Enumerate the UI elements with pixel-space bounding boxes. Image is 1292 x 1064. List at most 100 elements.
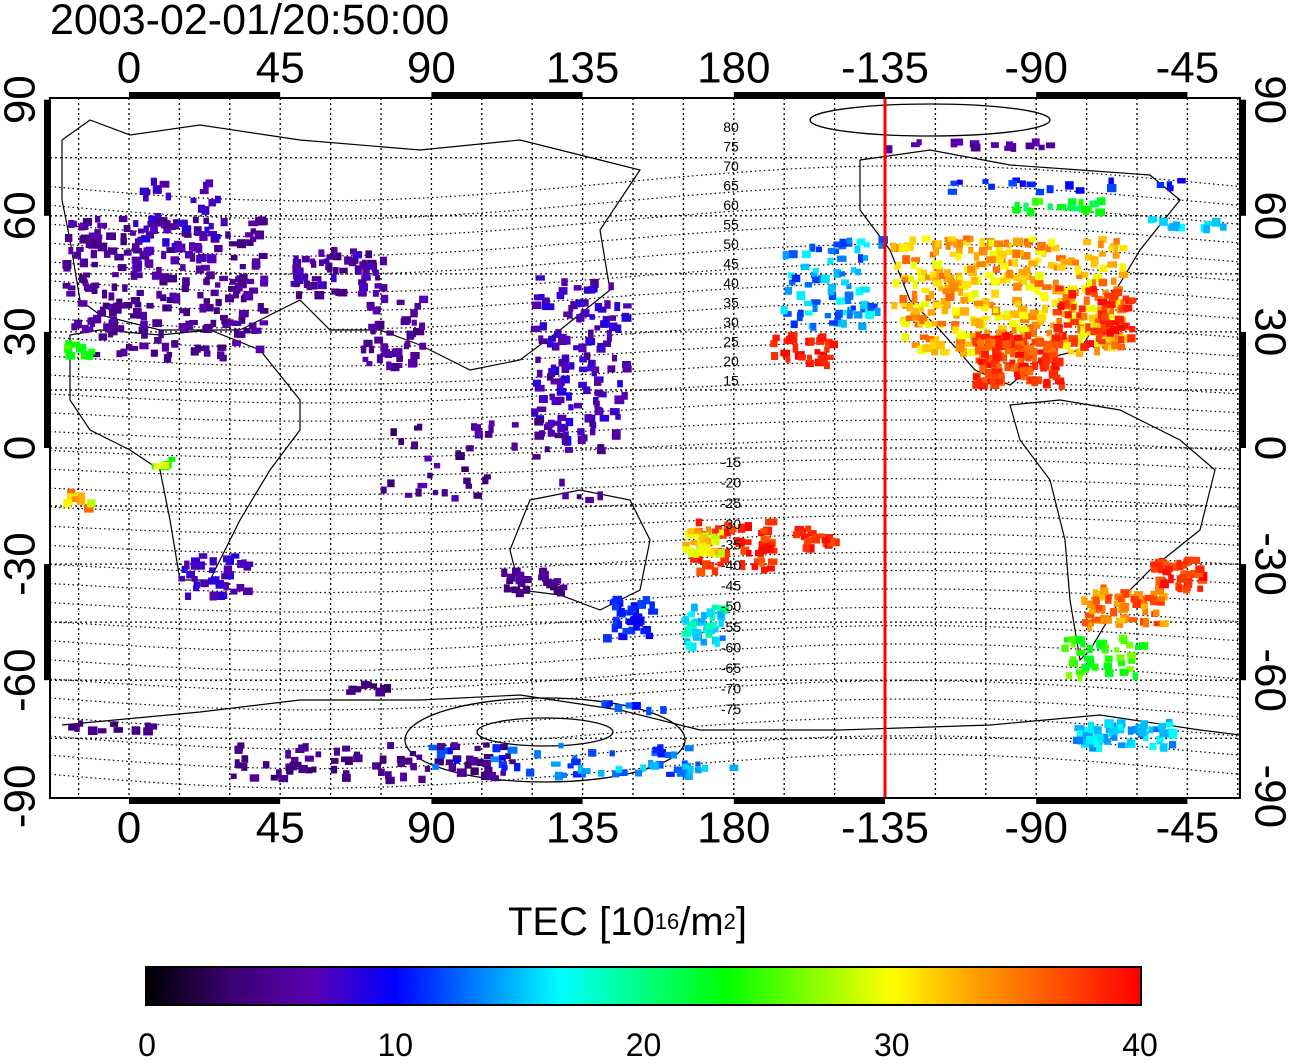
tec-cell bbox=[1166, 722, 1173, 727]
tec-cell bbox=[437, 750, 445, 759]
tec-cell bbox=[133, 220, 138, 227]
longitude-tick-top: 45 bbox=[256, 44, 305, 93]
tec-cell bbox=[65, 234, 73, 242]
tec-cell bbox=[98, 728, 107, 733]
tec-cell bbox=[891, 302, 897, 309]
tec-cell bbox=[1013, 283, 1022, 291]
magnetic-latitude-label: -15 bbox=[721, 454, 741, 470]
tec-cell bbox=[1015, 345, 1022, 351]
tec-cell bbox=[158, 330, 163, 338]
tec-cell bbox=[1019, 312, 1028, 319]
tec-cell bbox=[706, 562, 714, 570]
tec-cell bbox=[701, 639, 708, 646]
tec-cell bbox=[922, 236, 931, 242]
tec-cell bbox=[985, 272, 994, 279]
longitude-tick-bottom: 0 bbox=[117, 804, 141, 853]
tec-cell bbox=[1013, 208, 1021, 214]
tec-cell bbox=[1111, 342, 1119, 350]
tec-cell bbox=[603, 340, 611, 347]
magnetic-latitude-label: -40 bbox=[721, 557, 741, 573]
tec-cell bbox=[237, 560, 245, 568]
tec-cell bbox=[237, 239, 246, 248]
tec-cell bbox=[911, 262, 917, 269]
tec-cell bbox=[381, 295, 388, 303]
tec-cell bbox=[95, 216, 100, 223]
tec-cell bbox=[191, 198, 197, 203]
tec-cell bbox=[176, 244, 186, 253]
tec-cell bbox=[358, 291, 367, 297]
tec-cell bbox=[463, 478, 471, 484]
tec-cell bbox=[948, 236, 956, 242]
tec-cell bbox=[1086, 305, 1096, 312]
tec-cell bbox=[761, 566, 768, 573]
tec-cell bbox=[359, 283, 368, 291]
tec-cell bbox=[1102, 645, 1109, 654]
tec-cell bbox=[88, 726, 98, 735]
tec-cell bbox=[99, 223, 105, 228]
tec-cell bbox=[752, 563, 759, 570]
tec-cell bbox=[991, 142, 999, 148]
tec-cell bbox=[578, 382, 587, 388]
tec-cell bbox=[243, 588, 253, 596]
tec-cell bbox=[588, 286, 598, 292]
tec-cell bbox=[1099, 251, 1106, 256]
tec-cell bbox=[221, 592, 228, 599]
longitude-tick-top: -45 bbox=[1156, 44, 1220, 93]
tec-cell bbox=[296, 291, 302, 299]
tec-cell bbox=[137, 290, 144, 296]
magnetic-latitude-contour bbox=[50, 224, 1240, 256]
tec-cell bbox=[960, 307, 970, 316]
tec-cell bbox=[152, 319, 162, 327]
tec-cell bbox=[110, 317, 117, 325]
tec-cell bbox=[771, 352, 778, 360]
tec-cell bbox=[214, 245, 223, 252]
tec-cell bbox=[581, 309, 590, 317]
tec-cell bbox=[893, 279, 899, 287]
tec-cell bbox=[1004, 240, 1009, 247]
tec-cell bbox=[1062, 259, 1070, 265]
tec-cell bbox=[231, 553, 239, 558]
tec-cell bbox=[648, 609, 658, 615]
tec-cell bbox=[789, 250, 798, 258]
tec-cell bbox=[1138, 728, 1147, 736]
tec-cell bbox=[1095, 208, 1105, 216]
tec-cell bbox=[1000, 277, 1006, 283]
tec-cell bbox=[786, 336, 795, 344]
tec-cell bbox=[252, 262, 260, 270]
tec-cell bbox=[466, 445, 474, 451]
tec-cell bbox=[1093, 589, 1098, 598]
tec-cell bbox=[231, 255, 238, 261]
tec-cell bbox=[952, 307, 959, 315]
tec-cell bbox=[816, 247, 822, 253]
tec-cell bbox=[250, 774, 260, 781]
longitude-tick-top: 135 bbox=[546, 44, 619, 93]
tec-cell bbox=[379, 321, 384, 330]
tec-cell bbox=[171, 340, 178, 348]
tec-cell bbox=[216, 299, 222, 306]
colorbar-tick-label: 30 bbox=[874, 1027, 910, 1064]
tec-cell bbox=[221, 319, 229, 325]
tec-cell bbox=[1081, 596, 1087, 605]
tec-cell bbox=[209, 567, 216, 573]
tec-cell bbox=[199, 235, 204, 241]
tec-cell bbox=[928, 309, 936, 316]
tec-cell bbox=[114, 254, 124, 261]
tec-cell bbox=[1032, 362, 1038, 370]
magnetic-latitude-label: 15 bbox=[723, 373, 739, 389]
magnetic-latitude-label: 25 bbox=[723, 334, 739, 350]
tec-cell bbox=[90, 321, 95, 327]
tec-cell bbox=[828, 284, 836, 290]
tec-cell bbox=[1037, 242, 1046, 251]
tec-cell bbox=[100, 307, 106, 315]
tec-cell bbox=[1106, 294, 1112, 299]
tec-cell bbox=[532, 302, 542, 310]
tec-cell bbox=[1104, 663, 1113, 670]
tec-cell bbox=[91, 262, 98, 267]
tec-cell bbox=[191, 347, 199, 355]
tec-cell bbox=[864, 242, 870, 247]
tec-cell bbox=[956, 344, 965, 352]
tec-cell bbox=[442, 489, 448, 496]
tec-cell bbox=[891, 243, 896, 252]
tec-cell bbox=[352, 686, 361, 692]
magnetic-latitude-contour bbox=[50, 681, 1240, 710]
